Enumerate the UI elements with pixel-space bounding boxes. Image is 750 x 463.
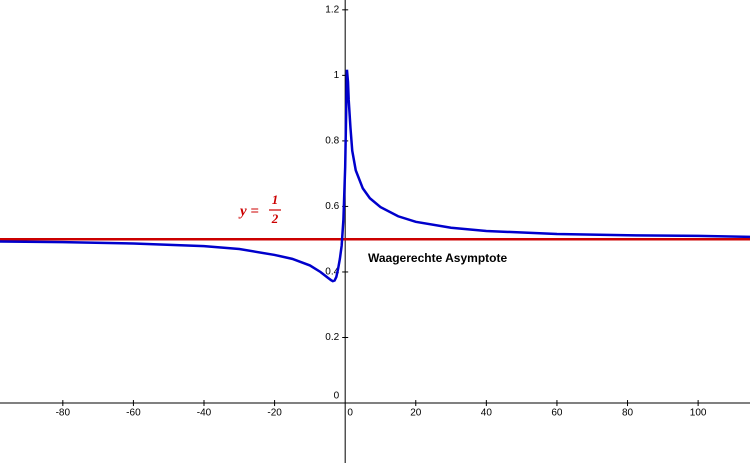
x-tick-label: -80 (56, 408, 71, 419)
x-tick-label: 40 (481, 408, 493, 419)
x-tick-label: 60 (551, 408, 563, 419)
y-tick-label: 0 (334, 391, 340, 402)
x-tick-label: 0 (347, 408, 353, 419)
annotation: Waagerechte Asymptote (368, 251, 507, 265)
x-tick-label: -60 (126, 408, 141, 419)
curve (0, 69, 750, 283)
label-denominator: 2 (271, 211, 279, 226)
x-tick-label: -20 (267, 408, 282, 419)
x-tick-label: 80 (622, 408, 634, 419)
asymptote-label: y = 1 2 (238, 192, 281, 226)
y-tick-label: 0.2 (325, 332, 339, 343)
label-numerator: 1 (272, 192, 279, 207)
label-lhs: y = (238, 203, 259, 219)
y-tick-label: 0.8 (325, 136, 339, 147)
y-tick-label: 1.2 (325, 4, 339, 15)
y-tick-label: 0.6 (325, 201, 339, 212)
x-tick-label: 20 (410, 408, 422, 419)
x-tick-label: 100 (690, 408, 707, 419)
y-tick-label: 1 (334, 70, 340, 81)
x-tick-label: -40 (197, 408, 212, 419)
y-tick-label: 0.4 (325, 267, 339, 278)
